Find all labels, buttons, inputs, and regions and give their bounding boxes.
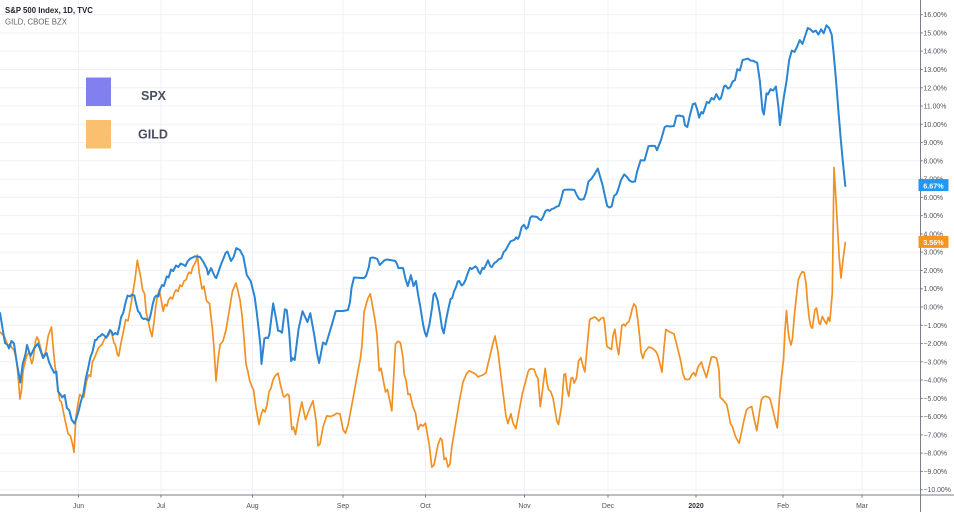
svg-text:−3.00%: −3.00% [924, 359, 948, 366]
svg-text:Sep: Sep [337, 503, 349, 510]
svg-text:−5.00%: −5.00% [924, 396, 948, 403]
svg-text:SPX: SPX [141, 89, 167, 103]
svg-text:−7.00%: −7.00% [924, 432, 948, 439]
svg-text:4.00%: 4.00% [924, 231, 944, 238]
svg-text:GILD: GILD [138, 128, 168, 142]
svg-text:1.00%: 1.00% [924, 286, 944, 293]
svg-text:−9.00%: −9.00% [924, 469, 948, 476]
svg-text:2020: 2020 [688, 503, 703, 510]
svg-text:Aug: Aug [246, 503, 258, 510]
svg-text:−8.00%: −8.00% [924, 451, 948, 458]
svg-text:Dec: Dec [602, 503, 615, 510]
svg-text:S&P 500 Index, 1D, TVC: S&P 500 Index, 1D, TVC [5, 6, 93, 15]
svg-text:2.00%: 2.00% [924, 268, 944, 275]
svg-text:−1.00%: −1.00% [924, 323, 948, 330]
svg-text:Jul: Jul [157, 503, 166, 510]
svg-text:5.00%: 5.00% [924, 213, 944, 220]
svg-text:6.00%: 6.00% [924, 195, 944, 202]
svg-text:Mar: Mar [856, 503, 869, 510]
svg-text:13.00%: 13.00% [924, 67, 947, 74]
svg-text:−4.00%: −4.00% [924, 378, 948, 385]
svg-text:Jun: Jun [73, 503, 84, 510]
svg-text:10.00%: 10.00% [924, 122, 947, 129]
svg-text:14.00%: 14.00% [924, 49, 947, 56]
svg-text:11.00%: 11.00% [924, 104, 947, 111]
svg-text:0.00%: 0.00% [924, 305, 944, 312]
svg-text:9.00%: 9.00% [924, 140, 944, 147]
svg-text:Nov: Nov [518, 503, 531, 510]
svg-text:GILD, CBOE BZX: GILD, CBOE BZX [5, 18, 68, 27]
svg-text:−6.00%: −6.00% [924, 414, 948, 421]
svg-text:Oct: Oct [420, 503, 431, 510]
svg-text:6.67%: 6.67% [923, 181, 944, 190]
svg-text:3.00%: 3.00% [924, 250, 944, 257]
svg-text:Feb: Feb [777, 503, 789, 510]
svg-text:−10.00%: −10.00% [924, 487, 951, 494]
svg-text:3.56%: 3.56% [923, 238, 944, 247]
svg-text:8.00%: 8.00% [924, 158, 944, 165]
svg-text:−2.00%: −2.00% [924, 341, 948, 348]
svg-text:15.00%: 15.00% [924, 30, 947, 37]
svg-text:16.00%: 16.00% [924, 12, 947, 19]
svg-text:12.00%: 12.00% [924, 85, 947, 92]
